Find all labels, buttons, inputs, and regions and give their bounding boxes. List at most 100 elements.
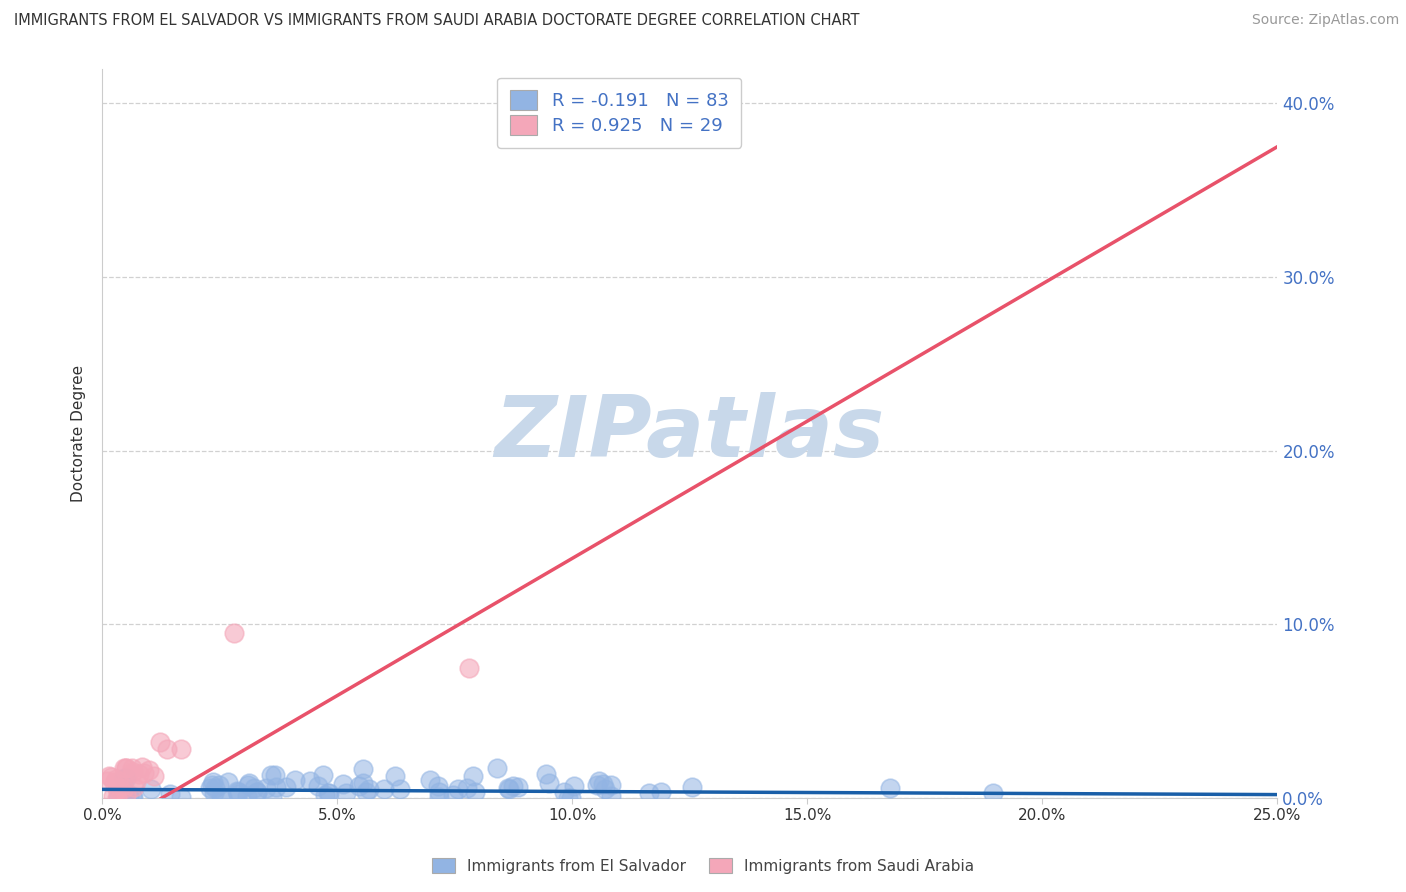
Point: [426, 779, 449, 793]
Point: [498, 781, 520, 796]
Point: [384, 769, 406, 783]
Point: [593, 781, 616, 796]
Point: [981, 786, 1004, 800]
Point: [681, 780, 703, 794]
Point: [115, 772, 138, 786]
Point: [264, 780, 287, 794]
Point: [159, 787, 181, 801]
Point: [373, 782, 395, 797]
Point: [441, 789, 464, 803]
Point: [588, 774, 610, 789]
Point: [107, 790, 129, 805]
Point: [284, 772, 307, 787]
Point: [236, 789, 259, 804]
Point: [204, 780, 226, 795]
Point: [557, 790, 579, 805]
Point: [457, 661, 479, 675]
Point: [112, 761, 135, 775]
Point: [560, 791, 582, 805]
Point: [585, 778, 607, 792]
Point: [260, 768, 283, 782]
Point: [650, 785, 672, 799]
Y-axis label: Doctorate Degree: Doctorate Degree: [72, 365, 86, 502]
Point: [156, 742, 179, 756]
Point: [638, 786, 661, 800]
Point: [236, 778, 259, 792]
Point: [114, 771, 136, 785]
Point: [114, 761, 136, 775]
Point: [112, 780, 135, 795]
Point: [464, 784, 486, 798]
Point: [122, 790, 145, 805]
Point: [419, 772, 441, 787]
Point: [118, 789, 141, 803]
Point: [222, 626, 245, 640]
Point: [211, 790, 233, 805]
Point: [170, 790, 193, 805]
Point: [122, 780, 145, 794]
Point: [298, 773, 321, 788]
Point: [132, 766, 155, 780]
Point: [600, 778, 623, 792]
Point: [456, 780, 478, 795]
Point: [246, 785, 269, 799]
Point: [263, 768, 285, 782]
Point: [238, 776, 260, 790]
Point: [121, 789, 143, 803]
Point: [115, 788, 138, 802]
Point: [447, 782, 470, 797]
Point: [312, 768, 335, 782]
Point: [496, 781, 519, 796]
Point: [131, 759, 153, 773]
Point: [335, 786, 357, 800]
Point: [169, 742, 191, 756]
Point: [562, 779, 585, 793]
Point: [100, 770, 122, 784]
Point: [105, 791, 128, 805]
Point: [122, 764, 145, 779]
Point: [347, 779, 370, 793]
Point: [103, 775, 125, 789]
Point: [105, 772, 128, 786]
Point: [225, 784, 247, 798]
Point: [202, 775, 225, 789]
Point: [262, 790, 284, 805]
Point: [276, 780, 298, 794]
Legend: Immigrants from El Salvador, Immigrants from Saudi Arabia: Immigrants from El Salvador, Immigrants …: [426, 852, 980, 880]
Point: [246, 785, 269, 799]
Point: [107, 773, 129, 788]
Point: [600, 789, 623, 803]
Point: [226, 787, 249, 801]
Text: ZIPatlas: ZIPatlas: [495, 392, 884, 475]
Point: [536, 767, 558, 781]
Point: [217, 775, 239, 789]
Point: [101, 789, 124, 803]
Point: [138, 764, 160, 778]
Point: [198, 780, 221, 795]
Point: [352, 762, 374, 776]
Point: [316, 786, 339, 800]
Point: [508, 780, 530, 794]
Point: [112, 785, 135, 799]
Point: [96, 773, 118, 788]
Point: [389, 782, 412, 797]
Point: [427, 790, 450, 805]
Point: [209, 790, 232, 805]
Point: [110, 780, 132, 795]
Point: [429, 785, 451, 799]
Point: [592, 776, 614, 790]
Point: [315, 788, 337, 802]
Point: [114, 786, 136, 800]
Point: [461, 769, 484, 783]
Point: [202, 786, 225, 800]
Point: [502, 779, 524, 793]
Point: [354, 785, 377, 799]
Point: [128, 766, 150, 780]
Text: Source: ZipAtlas.com: Source: ZipAtlas.com: [1251, 13, 1399, 28]
Point: [553, 785, 575, 799]
Point: [141, 782, 163, 797]
Point: [485, 761, 508, 775]
Point: [149, 735, 172, 749]
Point: [226, 785, 249, 799]
Legend: R = -0.191   N = 83, R = 0.925   N = 29: R = -0.191 N = 83, R = 0.925 N = 29: [498, 78, 741, 148]
